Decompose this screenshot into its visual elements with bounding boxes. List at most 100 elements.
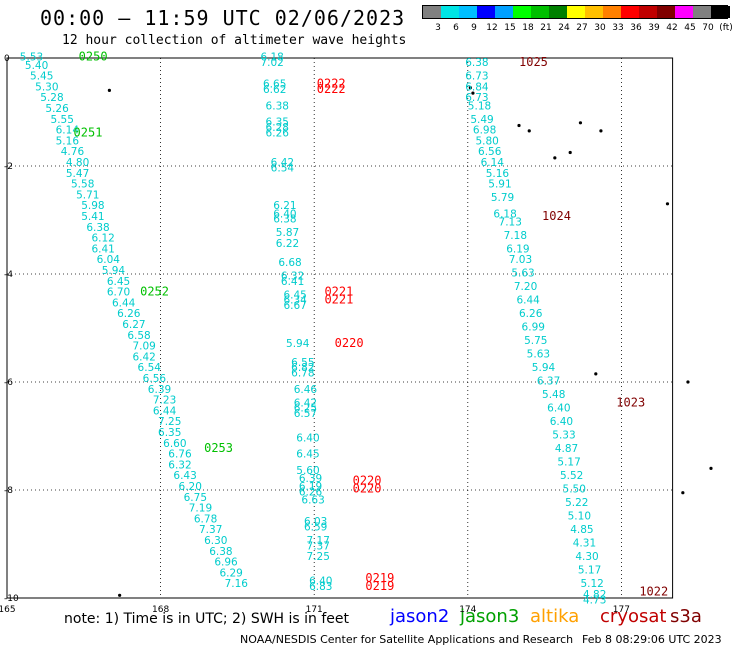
swh-value: 6.29	[219, 567, 242, 579]
legend-swatch	[567, 6, 586, 18]
island-mark	[468, 86, 472, 90]
swh-value: 6.82	[291, 362, 314, 374]
swh-value: 7.19	[189, 503, 212, 515]
legend-label: 12	[486, 23, 497, 33]
swh-value: 6.44	[516, 295, 540, 307]
swh-value: 5.87	[276, 227, 299, 239]
swh-value: 6.98	[473, 125, 496, 137]
x-tick-label: 168	[152, 605, 169, 615]
map-title: 00:00 – 11:59 UTC 02/06/2023	[40, 6, 406, 30]
swh-value: 4.31	[573, 538, 596, 550]
legend-swatch	[711, 6, 730, 18]
island-mark	[599, 129, 603, 133]
swh-value: 6.12	[91, 233, 114, 245]
swh-value: 5.94	[532, 362, 556, 374]
swh-value: 6.42	[271, 157, 294, 169]
swh-value: 4.82	[583, 589, 606, 601]
swh-value: 7.37	[307, 540, 330, 552]
swh-value: 5.55	[51, 114, 74, 126]
island-mark	[578, 121, 583, 125]
swh-value: 6.42	[294, 397, 317, 409]
y-tick-label: 0	[4, 54, 10, 64]
swh-value: 6.62	[263, 84, 286, 96]
legend-label: 36	[630, 23, 642, 33]
swh-value: 5.52	[560, 470, 583, 482]
swh-value: 6.54	[271, 162, 295, 174]
swh-value: 6.78	[194, 513, 217, 525]
swh-value: 6.26	[519, 308, 543, 320]
time-label: 0222	[317, 77, 346, 91]
legend-label: 3	[435, 23, 441, 33]
swh-value: 5.41	[81, 211, 104, 223]
time-label: 0220	[353, 482, 382, 496]
legend-label: 15	[504, 23, 515, 33]
swh-value: 7.20	[514, 281, 537, 293]
swh-value: 6.38	[266, 100, 289, 112]
island-mark	[594, 372, 598, 376]
legend-color-bar	[422, 5, 730, 19]
legend-swatch	[675, 6, 694, 18]
swh-value: 6.44	[153, 405, 177, 417]
swh-value: 5.12	[580, 578, 603, 590]
time-label: 0221	[324, 293, 353, 307]
legend-swatch	[621, 6, 640, 18]
swh-value: 6.45	[107, 276, 130, 288]
swh-value: 5.80	[475, 135, 498, 147]
x-tick-label: 171	[306, 605, 323, 615]
legend-label: 30	[594, 23, 606, 33]
swh-value: 6.38	[465, 57, 488, 69]
legend-swatch	[513, 6, 532, 18]
swh-value: 6.63	[301, 495, 324, 507]
swh-value: 5.60	[296, 465, 319, 477]
legend-swatch	[477, 6, 496, 18]
swh-value: 6.40	[309, 576, 332, 588]
swh-value: 5.98	[81, 200, 104, 212]
time-label: 1025	[519, 55, 548, 69]
mission-label-jason3: jason3	[460, 606, 520, 627]
map-subtitle: 12 hour collection of altimeter wave hei…	[62, 33, 407, 48]
legend-swatch	[441, 6, 460, 18]
swh-value: 6.83	[309, 581, 332, 593]
swh-value: 5.47	[66, 168, 89, 180]
swh-value: 6.41	[281, 276, 304, 288]
legend-label: 21	[540, 23, 551, 33]
swh-value: 5.71	[76, 189, 99, 201]
time-label: 1022	[639, 584, 668, 598]
swh-value: 6.73	[465, 71, 488, 83]
swh-value: 6.35	[158, 427, 181, 439]
swh-value: 6.21	[273, 200, 296, 212]
y-tick-label: -2	[4, 162, 13, 172]
swh-value: 6.37	[537, 376, 560, 388]
swh-value: 4.87	[555, 443, 578, 455]
legend-label: 24	[558, 23, 570, 33]
swh-value: 6.40	[550, 416, 573, 428]
legend-label: 6	[453, 23, 459, 33]
swh-value: 6.25	[294, 403, 317, 415]
island-mark	[118, 593, 122, 597]
swh-value: 6.32	[168, 459, 191, 471]
swh-value: 5.48	[542, 389, 565, 401]
legend-label: 27	[576, 23, 587, 33]
island-mark	[686, 380, 690, 384]
swh-value: 5.26	[45, 103, 69, 115]
swh-value: 6.26	[117, 308, 141, 320]
island-mark	[471, 91, 475, 95]
swh-value: 6.56	[478, 146, 502, 158]
y-tick-label: -10	[4, 594, 19, 604]
swh-value: 6.56	[143, 373, 167, 385]
swh-value: 5.63	[527, 349, 550, 361]
island-mark	[665, 202, 670, 206]
legend-swatch	[549, 6, 568, 18]
swh-value: 6.84	[465, 81, 489, 93]
swh-value: 5.22	[565, 497, 588, 509]
swh-value: 7.16	[225, 578, 249, 590]
swh-value: 5.49	[470, 114, 493, 126]
footer-note: note: 1) Time is in UTC; 2) SWH is in fe…	[64, 611, 350, 627]
swh-value: 6.26	[266, 127, 290, 139]
swh-value: 7.37	[199, 524, 222, 536]
swh-value: 5.58	[71, 179, 94, 191]
swh-value: 6.03	[304, 516, 327, 528]
mission-label-s3a: s3a	[670, 606, 702, 627]
y-tick-label: -4	[4, 270, 13, 280]
swh-value: 5.40	[25, 60, 48, 72]
